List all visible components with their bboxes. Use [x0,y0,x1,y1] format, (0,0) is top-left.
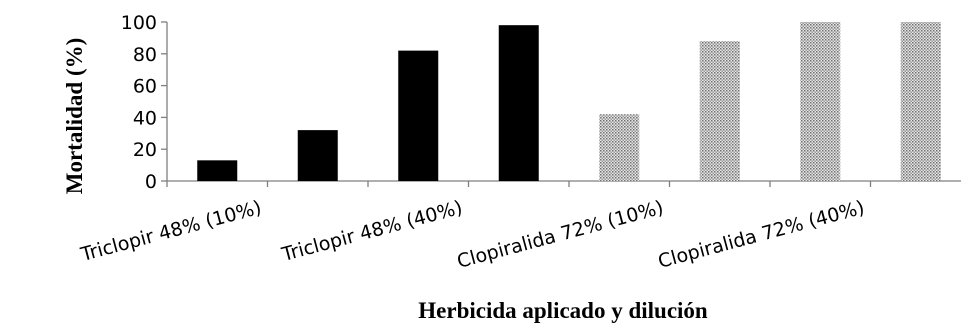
category-label: Clopiralida 72% (10%) [455,197,666,273]
category-label: Clopiralida 72% (40%) [656,197,867,273]
y-axis: 0 20 40 60 80 100 [121,12,168,193]
y-tick-label: 40 [133,107,157,129]
y-tick-label: 60 [133,76,157,98]
bar [297,130,338,181]
bar [498,25,539,182]
y-tick-label: 80 [133,44,157,66]
category-label: Triclopir 48% (40%) [279,197,465,267]
bar [699,41,740,181]
x-axis-title: Herbicida aplicado y dilución [418,298,708,323]
y-axis-title: Mortalidad (%) [62,38,87,195]
bar [800,22,841,181]
bar [197,160,238,181]
y-tick-label: 100 [121,12,157,34]
category-label: Triclopir 48% (10%) [78,197,264,267]
y-tick-label: 20 [133,139,157,161]
bars [197,22,941,182]
x-axis [166,180,961,187]
bar [599,114,640,181]
category-labels: Triclopir 48% (10%) Triclopir 48% (40%)Cl… [78,197,867,273]
bar [900,22,941,181]
bar [398,50,439,182]
y-tick-label: 0 [145,171,157,193]
